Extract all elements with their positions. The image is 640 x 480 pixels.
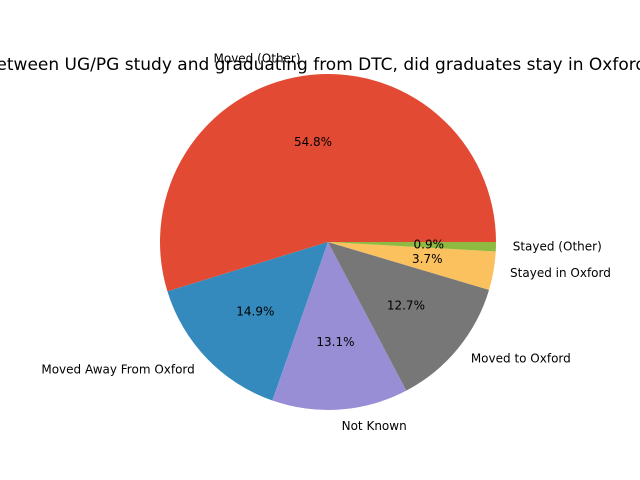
slice-percent-label: 0.9% (414, 237, 445, 251)
slice-category-label: Moved (Other) (214, 52, 301, 66)
slice-percent-label: 14.9% (236, 304, 274, 318)
chart-title: Between UG/PG study and graduating from … (0, 55, 640, 75)
pie-slice-4 (328, 242, 496, 290)
slice-percent-label: 13.1% (316, 335, 354, 349)
slice-category-label: Stayed (Other) (513, 240, 602, 254)
slice-category-label: Moved Away From Oxford (41, 363, 194, 377)
pie-slice-3 (328, 242, 490, 391)
slice-category-label: Not Known (342, 419, 407, 433)
pie-slice-0 (159, 74, 496, 292)
slice-percent-label: 3.7% (412, 252, 443, 266)
pie-slice-2 (272, 242, 407, 410)
slice-percent-label: 12.7% (387, 298, 425, 312)
pie-slice-1 (167, 242, 328, 401)
slice-category-label: Stayed in Oxford (510, 266, 611, 280)
slice-percent-label: 54.8% (294, 135, 332, 149)
slice-category-label: Moved to Oxford (471, 352, 571, 366)
pie-slice-5 (328, 242, 496, 252)
